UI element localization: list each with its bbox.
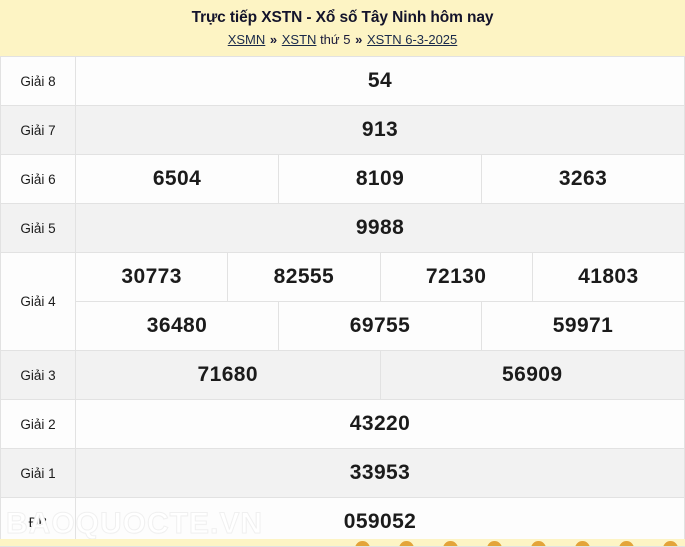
decorative-dot [575,541,590,546]
prize-value-giai-1-1: 33953 [75,448,685,498]
prize-label-giai-5: Giải 5 [0,203,76,253]
lottery-result-table: Giải 8 54 Giải 7 913 Giải 6 6504 8109 32… [0,56,685,547]
table-row: Giải 8 54 [0,56,685,106]
decorative-dot [663,541,678,546]
prize-value-giai-4-7: 59971 [481,301,685,351]
breadcrumb-separator-1: » [269,32,278,47]
table-row: 36480 69755 59971 [1,301,685,351]
breadcrumb-separator-2: » [355,32,363,47]
prize-label-giai-2: Giải 2 [0,399,76,449]
prize-label-giai-1: Giải 1 [0,448,76,498]
table-row: Giải 2 43220 [0,399,685,449]
prize-label-giai-7: Giải 7 [0,105,76,155]
prize-value-giai-4-1: 30773 [74,252,229,302]
breadcrumb-weekday: thứ 5 [320,32,351,47]
page-header: Trực tiếp XSTN - Xổ số Tây Ninh hôm nay … [0,0,685,56]
bottom-dot-strip [0,539,685,546]
decorative-dot [443,541,458,546]
prize-value-giai-6-1: 6504 [75,154,279,204]
prize-value-giai-4-3: 72130 [379,252,533,302]
prize-value-giai-5-1: 9988 [75,203,685,253]
decorative-dot [487,541,502,546]
prize-label-giai-8: Giải 8 [0,56,76,106]
decorative-dot [355,541,370,546]
breadcrumb: XSMN » XSTN thứ 5 » XSTN 6-3-2025 [0,31,685,49]
prize-label-giai-3: Giải 3 [0,350,76,400]
prize-value-giai-4-6: 69755 [278,301,482,351]
prize-value-giai-3-2: 56909 [379,350,685,400]
decorative-dot [619,541,634,546]
prize-label-giai-4: Giải 4 [0,252,76,351]
breadcrumb-link-xsmn[interactable]: XSMN [227,32,266,47]
prize-value-giai-6-2: 8109 [278,154,482,204]
prize-label-giai-6: Giải 6 [0,154,76,204]
table-row: Giải 4 30773 82555 72130 41803 [0,252,685,351]
table-row: Giải 1 33953 [0,448,685,498]
table-row: Giải 6 6504 8109 3263 [0,154,685,204]
prize-value-db-1: 059052 [75,497,685,547]
lottery-result-table-wrapper: Giải 8 54 Giải 7 913 Giải 6 6504 8109 32… [0,56,685,547]
prize-value-giai-6-3: 3263 [481,154,685,204]
prize-value-giai-8-1: 54 [75,56,685,106]
table-row: Giải 3 71680 56909 [0,350,685,400]
breadcrumb-link-xstn[interactable]: XSTN [281,32,317,47]
prize-value-giai-4-4: 41803 [531,252,685,302]
breadcrumb-link-date[interactable]: XSTN 6-3-2025 [366,32,458,47]
prize-value-giai-7-1: 913 [75,105,685,155]
prize-value-giai-4-2: 82555 [227,252,381,302]
prize-label-db: ĐB [0,497,76,547]
prize-value-giai-2-1: 43220 [75,399,685,449]
page-title: Trực tiếp XSTN - Xổ số Tây Ninh hôm nay [191,9,494,26]
table-row: ĐB 059052 [0,497,685,547]
table-row: Giải 5 9988 [0,203,685,253]
table-row: Giải 7 913 [0,105,685,155]
decorative-dot [531,541,546,546]
decorative-dot [399,541,414,546]
prize-value-giai-4-5: 36480 [75,301,279,351]
prize-value-giai-3-1: 71680 [75,350,381,400]
